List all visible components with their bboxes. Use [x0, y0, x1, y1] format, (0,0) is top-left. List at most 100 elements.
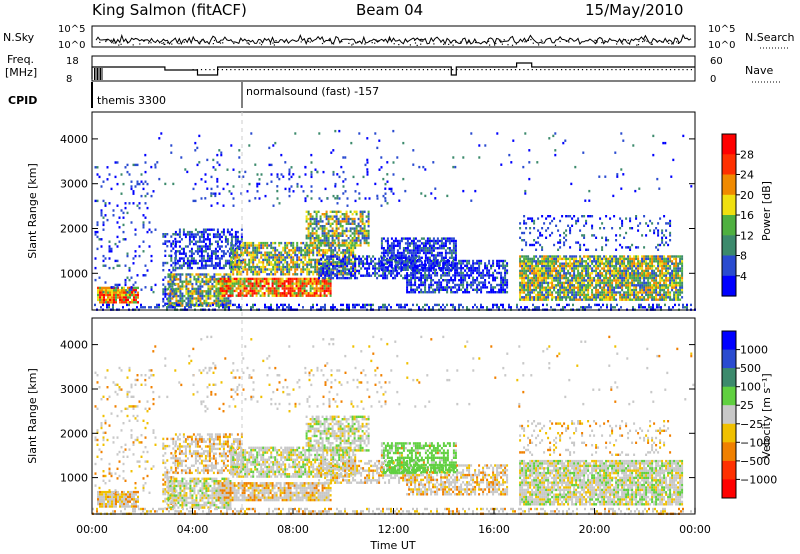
data-cell: [100, 214, 103, 217]
data-cell: [412, 276, 415, 279]
data-cell: [197, 290, 200, 293]
data-cell: [310, 170, 313, 174]
data-cell: [286, 251, 289, 254]
data-cell: [210, 262, 213, 265]
data-cell: [144, 194, 147, 198]
data-cell: [174, 240, 177, 243]
data-cell: [202, 254, 205, 258]
data-cell: [206, 252, 209, 255]
data-cell: [300, 258, 303, 262]
noise-search-dot: [616, 43, 618, 45]
data-cell: [583, 279, 586, 282]
data-cell: [316, 270, 319, 274]
data-cell: [152, 290, 155, 294]
data-cell: [633, 296, 636, 299]
data-cell: [212, 228, 215, 231]
noise-search-dot: [559, 40, 561, 43]
data-cell: [350, 258, 353, 262]
data-cell: [312, 249, 315, 252]
data-cell: [444, 244, 447, 247]
data-cell: [549, 272, 552, 275]
data-cell: [336, 274, 339, 277]
data-cell: [133, 293, 135, 297]
data-cell: [290, 249, 293, 252]
data-cell: [183, 280, 186, 283]
data-cell: [547, 288, 550, 292]
data-cell: [617, 284, 620, 287]
data-cell: [470, 271, 473, 275]
data-cell: [579, 255, 582, 258]
data-cell: [227, 280, 230, 283]
data-cell: [400, 274, 403, 277]
data-cell: [559, 296, 562, 299]
data-cell: [232, 249, 235, 252]
data-cell: [615, 269, 618, 273]
data-cell: [124, 264, 127, 267]
data-cell: [327, 289, 330, 293]
data-cell: [482, 274, 485, 277]
data-cell: [366, 255, 369, 258]
data-cell: [498, 283, 501, 287]
data-cell: [199, 285, 202, 288]
data-cell: [323, 294, 326, 297]
data-cell: [336, 202, 339, 205]
data-cell: [305, 237, 308, 240]
data-cell: [452, 267, 455, 270]
freq-tick-low: 8: [66, 74, 72, 85]
data-cell: [229, 275, 232, 279]
data-cell: [308, 258, 311, 262]
data-cell: [199, 299, 202, 303]
data-cell: [218, 264, 221, 267]
noise-search-dot: [474, 41, 477, 44]
data-cell: [353, 222, 356, 225]
data-cell: [210, 254, 213, 258]
data-cell: [306, 249, 309, 252]
data-cell: [563, 269, 566, 273]
data-cell: [414, 279, 417, 282]
data-cell: [323, 215, 326, 218]
data-cell: [541, 279, 544, 282]
data-cell: [292, 251, 295, 254]
data-cell: [523, 288, 526, 292]
data-cell: [263, 277, 266, 281]
data-cell: [365, 234, 368, 237]
data-cell: [583, 284, 586, 287]
nave-dot: [653, 69, 655, 71]
data-cell: [236, 246, 239, 250]
data-cell: [199, 294, 202, 298]
data-cell: [428, 251, 431, 255]
data-cell: [635, 262, 638, 265]
data-cell: [418, 256, 421, 259]
data-cell: [199, 287, 202, 291]
data-cell: [408, 259, 411, 262]
data-cell: [227, 275, 230, 279]
data-cell: [388, 249, 391, 252]
nave-dot: [607, 69, 609, 71]
data-cell: [204, 266, 207, 270]
data-cell: [390, 272, 393, 275]
data-cell: [456, 291, 459, 294]
data-cell: [326, 251, 329, 254]
nave-dot: [339, 69, 341, 71]
data-cell: [343, 217, 346, 221]
noise-search-dot: [642, 41, 644, 43]
data-cell: [456, 264, 459, 267]
data-cell: [625, 272, 628, 275]
data-cell: [357, 222, 360, 225]
data-cell: [190, 254, 193, 258]
data-cell: [529, 298, 532, 301]
data-cell: [224, 235, 227, 239]
data-cell: [313, 210, 316, 213]
data-cell: [361, 215, 364, 218]
data-cell: [633, 269, 636, 273]
data-cell: [583, 264, 586, 268]
data-cell: [577, 274, 580, 277]
data-cell: [581, 274, 584, 277]
data-cell: [330, 251, 333, 254]
data-cell: [337, 239, 340, 242]
data-cell: [211, 275, 214, 279]
noise-sky-line: [95, 33, 692, 46]
data-cell: [341, 241, 344, 245]
data-cell: [557, 298, 560, 301]
data-cell: [531, 291, 534, 294]
